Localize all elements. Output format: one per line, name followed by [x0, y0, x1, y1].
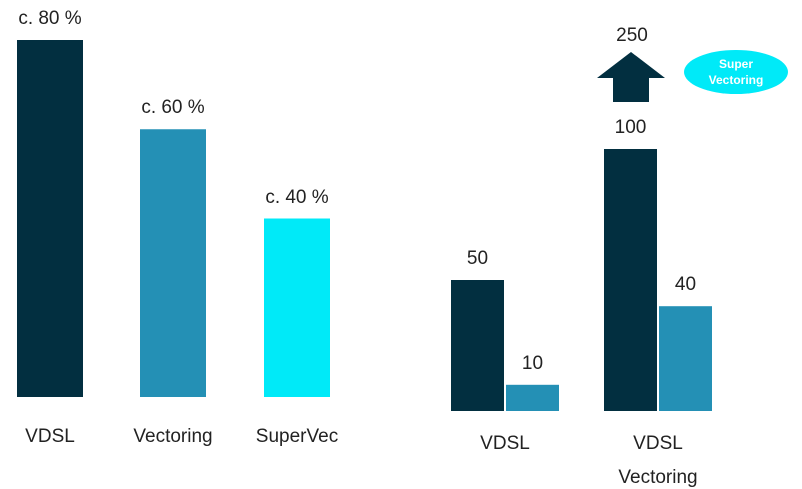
x-tick-label: VDSL — [480, 433, 530, 454]
value-label: c. 60 % — [141, 97, 205, 119]
bar — [451, 280, 504, 411]
value-label: c. 80 % — [18, 8, 82, 29]
bubble-label: Super Vectoring — [708, 57, 764, 87]
arrow — [597, 52, 665, 102]
x-tick-label: SuperVec — [255, 426, 339, 447]
x-tick-label: VDSL Vectoring — [618, 433, 698, 488]
annotation: 250 — [616, 25, 648, 46]
bar — [140, 129, 206, 397]
x-tick-label: Vectoring — [133, 426, 213, 447]
bar — [506, 384, 559, 411]
bar — [17, 40, 83, 397]
value-label: 10 — [521, 352, 544, 374]
bubble — [684, 50, 788, 94]
value-label: c. 40 % — [265, 186, 329, 208]
bar — [604, 149, 657, 411]
bar — [264, 218, 330, 397]
value-label: 100 — [614, 117, 647, 138]
value-label: 50 — [466, 248, 489, 269]
x-tick-label: VDSL — [25, 426, 75, 447]
bar — [659, 306, 712, 411]
value-label: 40 — [674, 274, 697, 296]
